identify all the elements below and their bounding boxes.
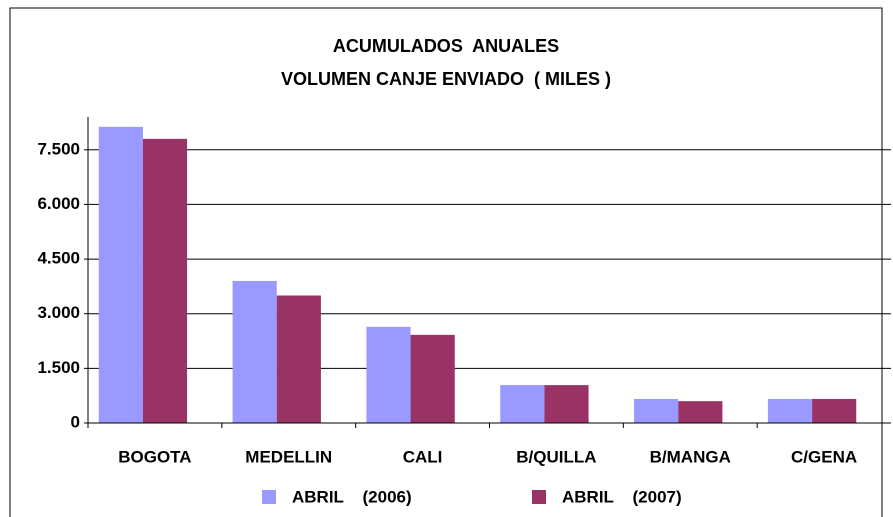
bar [500,385,545,423]
y-tick-label: 0 [71,412,80,431]
y-tick-label: 1.500 [37,358,80,377]
chart-title: ACUMULADOS ANUALES [333,36,559,56]
bar [678,401,723,423]
bar [276,295,321,423]
y-tick-label: 3.000 [37,303,80,322]
bar [812,398,857,423]
y-tick-label: 4.500 [37,249,80,268]
x-tick-label: MEDELLIN [245,447,332,466]
y-tick-label: 7.500 [37,139,80,158]
y-tick-label: 6.000 [37,194,80,213]
legend-label: ABRIL (2007) [562,487,682,506]
bar [410,334,455,423]
bar [634,398,679,423]
x-tick-label: B/QUILLA [516,447,596,466]
legend-swatch [532,490,546,504]
bar [366,326,411,423]
bar [232,280,277,423]
x-tick-label: C/GENA [791,447,857,466]
chart-title: VOLUMEN CANJE ENVIADO ( MILES ) [281,69,611,89]
bar [544,385,589,423]
legend-swatch [262,490,276,504]
bar [98,126,143,423]
x-tick-label: B/MANGA [650,447,731,466]
bar [142,138,188,423]
x-tick-label: BOGOTA [118,447,191,466]
bar [767,398,813,423]
x-tick-label: CALI [403,447,443,466]
legend-label: ABRIL (2006) [292,487,412,506]
